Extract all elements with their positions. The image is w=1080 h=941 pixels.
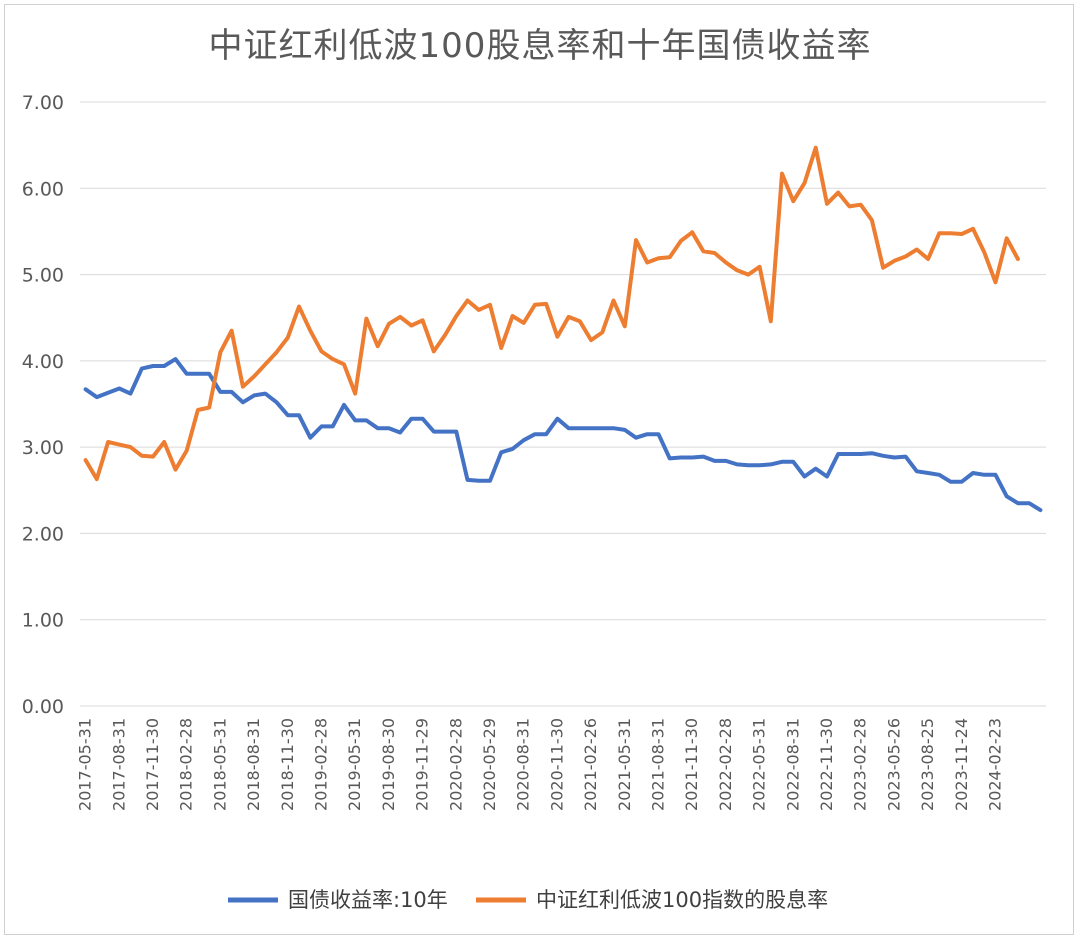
x-axis-tick-labels: 2017-05-31 2017-08-31 2017-11-30 2018-02-28… <box>76 718 1005 811</box>
series-line-dividend-yield <box>83 145 1020 482</box>
y-tick-label: 3.00 <box>22 437 64 459</box>
x-tick-label: 2018-08-31 <box>244 718 263 811</box>
x-tick-label: 2022-02-28 <box>716 718 735 811</box>
series-lines <box>83 145 1043 513</box>
y-tick-label: 6.00 <box>22 178 64 200</box>
x-tick-label: 2017-05-31 <box>76 718 95 811</box>
x-tick-label: 2019-05-31 <box>345 718 364 811</box>
x-tick-label: 2021-08-31 <box>649 718 668 811</box>
x-tick-label: 2018-05-31 <box>210 718 229 811</box>
x-tick-label: 2021-05-31 <box>615 718 634 811</box>
x-tick-label: 2019-11-29 <box>413 718 432 811</box>
x-tick-label: 2020-05-29 <box>480 718 499 811</box>
legend-label-bond-yield: 国债收益率:10年 <box>288 888 448 912</box>
x-tick-label: 2023-08-25 <box>918 718 937 811</box>
x-tick-label: 2023-11-24 <box>952 718 971 811</box>
x-tick-label: 2022-11-30 <box>817 718 836 811</box>
x-tick-label: 2019-02-28 <box>312 718 331 811</box>
legend-label-dividend-yield: 中证红利低波100指数的股息率 <box>536 888 828 912</box>
x-tick-label: 2023-02-28 <box>851 718 870 811</box>
y-axis-tick-labels: 0.00 1.00 2.00 3.00 4.00 5.00 6.00 7.00 <box>22 92 64 718</box>
x-tick-label: 2022-05-31 <box>750 718 769 811</box>
y-tick-label: 5.00 <box>22 265 64 287</box>
x-tick-label: 2018-02-28 <box>177 718 196 811</box>
x-tick-label: 2019-08-30 <box>379 718 398 811</box>
y-tick-label: 4.00 <box>22 351 64 373</box>
gridlines <box>80 101 1046 707</box>
chart-title: 中证红利低波100股息率和十年国债收益率 <box>208 26 872 66</box>
x-tick-label: 2021-11-30 <box>682 718 701 811</box>
x-tick-label: 2018-11-30 <box>278 718 297 811</box>
y-tick-label: 2.00 <box>22 523 64 545</box>
x-tick-label: 2021-02-26 <box>581 718 600 811</box>
x-tick-label: 2024-02-23 <box>986 718 1005 811</box>
x-tick-label: 2020-11-30 <box>547 718 566 811</box>
y-tick-label: 0.00 <box>22 696 64 718</box>
legend: 国债收益率:10年 中证红利低波100指数的股息率 <box>228 888 828 912</box>
x-tick-label: 2022-08-31 <box>783 718 802 811</box>
y-tick-label: 7.00 <box>22 92 64 114</box>
x-tick-label: 2017-11-30 <box>143 718 162 811</box>
x-tick-label: 2020-02-28 <box>446 718 465 811</box>
y-tick-label: 1.00 <box>22 610 64 632</box>
series-line-bond-yield <box>83 357 1043 513</box>
chart-frame <box>4 4 1074 935</box>
x-tick-label: 2020-08-31 <box>514 718 533 811</box>
x-tick-label: 2023-05-26 <box>884 718 903 811</box>
x-tick-label: 2017-08-31 <box>109 718 128 811</box>
